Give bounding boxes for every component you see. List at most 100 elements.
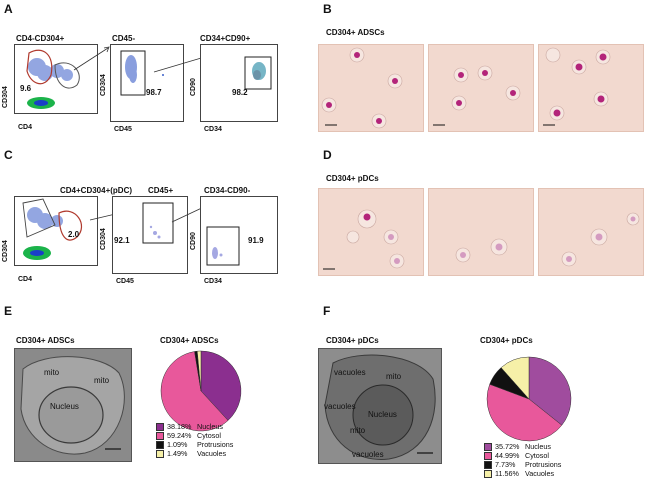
panel-subtitle: CD304+ ADSCs [326, 28, 385, 37]
legend-value: 11.56% [495, 469, 519, 478]
gate-title: CD4+CD304+(pDC) [60, 186, 133, 195]
em-label: mito [44, 368, 60, 377]
flow-density [120, 50, 164, 96]
x-axis-label: CD45 [116, 278, 134, 285]
legend-item: 44.99% Cytosol [484, 451, 561, 460]
pie-slice-nucleus [200, 350, 242, 421]
gate-value: 92.1 [114, 236, 130, 245]
gate-value: 98.2 [232, 88, 248, 97]
micrograph [318, 188, 424, 276]
pie-slice-vacuoles [500, 356, 530, 400]
em-label: Nucleus [368, 410, 397, 419]
cell-image [455, 238, 508, 263]
em-label: mito [94, 376, 110, 385]
micrograph [318, 44, 424, 132]
cell-image [321, 47, 403, 129]
legend-value: 35.72% [495, 442, 520, 451]
panel-subtitle: CD304+ ADSCs [16, 336, 75, 345]
em-label: mito [350, 426, 366, 435]
em-image [318, 348, 442, 464]
pie-slice-cytosol [486, 383, 563, 442]
y-axis-label: CD304 [100, 228, 107, 250]
flow-plot-cd4-cd304 [14, 44, 98, 114]
legend-swatch [484, 460, 492, 469]
em-label: vacuoles [324, 402, 356, 411]
gate-title: CD45+ [148, 186, 174, 195]
legend-label: Vacuoles [525, 469, 555, 478]
pie-slice-cytosol [160, 351, 229, 432]
flow-density [22, 198, 83, 260]
em-cell [319, 349, 441, 463]
pie-slice-vacuoles [196, 350, 202, 392]
gate-title: CD45- [112, 34, 136, 43]
flow-density [206, 226, 240, 266]
legend-label: Nucleus [197, 422, 223, 431]
legend-label: Vacuoles [197, 449, 227, 458]
pie-slice-nucleus [528, 356, 572, 426]
panel-letter-f: F [323, 304, 331, 318]
legend-swatch [484, 451, 492, 460]
pie-chart-adscs [160, 350, 242, 432]
cell-image [323, 209, 405, 270]
legend-item: 1.09% Protrusions [156, 440, 233, 449]
gate-value: 2.0 [68, 230, 80, 239]
x-axis-label: CD45 [114, 126, 132, 133]
legend-value: 44.99% [495, 451, 520, 460]
gate-title: CD4-CD304+ [16, 34, 65, 43]
panel-letter-c: C [4, 148, 13, 162]
em-label: mito [386, 372, 402, 381]
x-axis-label: CD34 [204, 126, 222, 133]
pie-legend-pdcs: 35.72% Nucleus 44.99% Cytosol 7.73% Protrusio… [484, 442, 561, 478]
pie-title: CD304+ ADSCs [160, 336, 219, 345]
legend-item: 7.73% Protrusions [484, 460, 561, 469]
x-axis-label: CD4 [18, 276, 33, 283]
y-axis-label: CD90 [190, 78, 197, 96]
legend-swatch [156, 431, 164, 440]
flow-density [244, 56, 272, 90]
y-axis-label: CD304 [100, 74, 107, 96]
legend-label: Nucleus [525, 442, 551, 451]
gate-title: CD34-CD90- [204, 186, 251, 195]
legend-swatch [484, 442, 492, 451]
legend-label: Cytosol [197, 431, 221, 440]
legend-swatch [484, 469, 492, 478]
legend-item: 11.56% Vacuoles [484, 469, 561, 478]
gate-title: CD34+CD90+ [200, 34, 251, 43]
x-axis-label: CD4 [18, 124, 33, 131]
panel-letter-d: D [323, 148, 332, 162]
panel-subtitle: CD304+ pDCs [326, 336, 379, 345]
em-label: vacuoles [352, 450, 384, 459]
legend-value: 38.18% [167, 422, 192, 431]
micrograph [428, 44, 534, 132]
legend-label: Protrusions [525, 460, 562, 469]
panel-letter-a: A [4, 2, 13, 16]
micrograph [538, 188, 644, 276]
em-image [14, 348, 132, 462]
legend-item: 35.72% Nucleus [484, 442, 561, 451]
legend-swatch [156, 449, 164, 458]
flow-plot-cd4-cd304 [14, 196, 98, 266]
em-label: vacuoles [334, 368, 366, 377]
panel-subtitle: CD304+ pDCs [326, 174, 379, 183]
legend-label: Protrusions [197, 440, 234, 449]
legend-value: 59.24% [167, 431, 192, 440]
flow-plot-cd34-cd90 [200, 44, 278, 122]
gate-value: 98.7 [146, 88, 162, 97]
legend-item: 38.18% Nucleus [156, 422, 233, 431]
flow-plot-cd45 [110, 44, 184, 122]
gate-value: 91.9 [248, 236, 264, 245]
micrograph [428, 188, 534, 276]
pie-chart-pdcs [486, 356, 572, 442]
panel-letter-b: B [323, 2, 332, 16]
flow-density [142, 202, 174, 244]
em-cell [15, 349, 131, 461]
cell-image [561, 212, 640, 267]
legend-value: 1.09% [167, 440, 188, 449]
legend-label: Cytosol [525, 451, 549, 460]
y-axis-label: CD304 [2, 86, 9, 108]
legend-swatch [156, 440, 164, 449]
pie-legend-adscs: 38.18% Nucleus 59.24% Cytosol 1.09% Protrusio… [156, 422, 233, 458]
panel-letter-e: E [4, 304, 13, 318]
legend-item: 1.49% Vacuoles [156, 449, 233, 458]
cell-image [543, 47, 611, 126]
